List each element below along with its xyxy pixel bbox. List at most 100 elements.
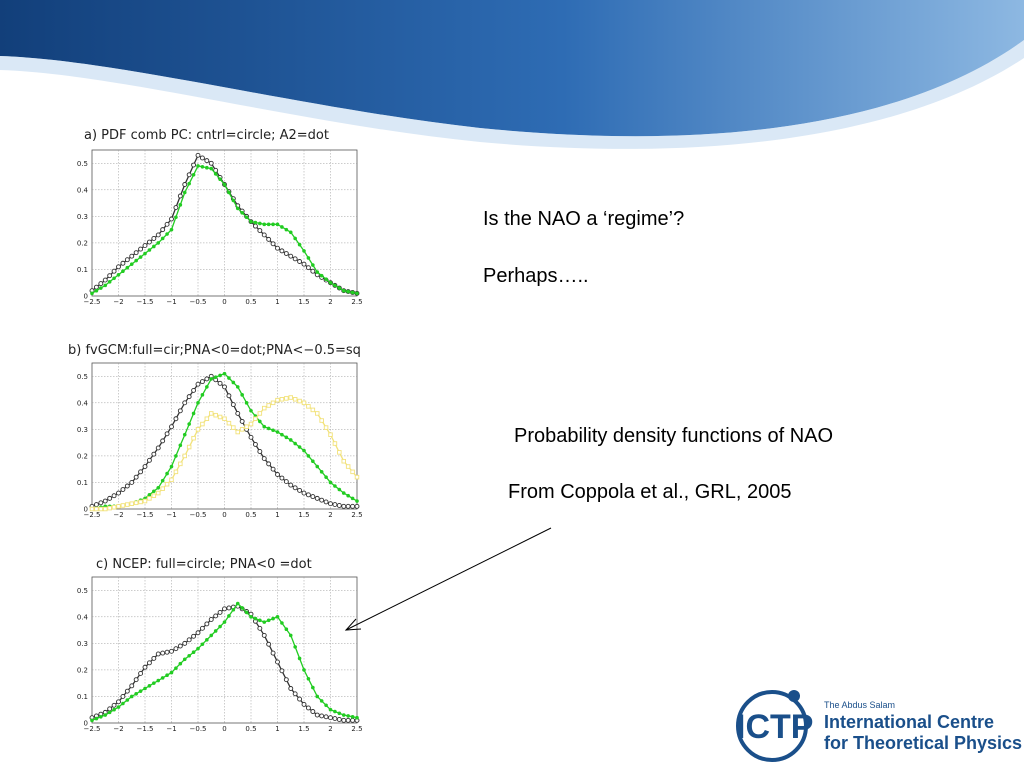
data-point <box>146 457 152 463</box>
data-point <box>102 498 108 504</box>
data-point <box>187 181 191 186</box>
data-point <box>333 484 337 488</box>
data-point <box>284 396 289 401</box>
data-point <box>93 284 99 290</box>
data-point <box>191 633 197 639</box>
data-point <box>284 627 289 632</box>
x-tick-label: 0 <box>222 511 226 519</box>
data-point <box>315 694 320 699</box>
data-point <box>355 715 359 720</box>
data-point <box>222 371 227 376</box>
data-point <box>217 414 223 420</box>
data-point <box>337 711 342 716</box>
data-point <box>89 506 95 512</box>
data-point <box>209 633 214 638</box>
data-point <box>133 677 139 683</box>
data-point <box>200 393 205 397</box>
data-point <box>293 441 297 446</box>
data-point <box>345 464 351 469</box>
data-point <box>302 668 306 672</box>
data-point <box>323 425 329 430</box>
data-point <box>253 416 258 421</box>
data-point <box>275 397 280 403</box>
data-point <box>204 158 210 164</box>
data-point <box>174 215 178 220</box>
data-point <box>319 418 324 423</box>
data-point <box>129 262 134 266</box>
data-point <box>297 696 303 702</box>
data-point <box>160 676 165 680</box>
data-point <box>173 646 179 652</box>
data-point <box>209 377 214 381</box>
data-point <box>324 703 328 708</box>
data-point <box>129 683 135 689</box>
x-tick-label: −1 <box>166 725 176 733</box>
x-tick-label: 0 <box>222 725 226 733</box>
data-point <box>213 375 218 379</box>
data-point <box>138 499 143 505</box>
data-point <box>306 676 311 681</box>
question-text: Is the NAO a ‘regime’? <box>483 208 685 230</box>
data-point <box>213 412 218 418</box>
data-point <box>346 289 350 294</box>
data-point <box>301 261 307 267</box>
data-point <box>120 260 126 266</box>
data-point <box>186 172 192 178</box>
data-point <box>178 461 183 467</box>
data-point <box>155 232 161 238</box>
data-point <box>305 705 311 711</box>
y-tick-label: 0.1 <box>77 479 88 487</box>
data-point <box>182 640 188 646</box>
data-point <box>196 401 200 405</box>
data-point <box>102 277 108 283</box>
data-point <box>355 291 359 296</box>
data-point <box>293 645 297 649</box>
data-point <box>328 715 333 721</box>
data-point <box>252 441 258 447</box>
x-tick-label: −0.5 <box>190 725 207 733</box>
x-tick-label: 0.5 <box>245 511 256 519</box>
data-point <box>187 653 191 658</box>
data-point <box>142 243 148 249</box>
data-point <box>301 400 307 406</box>
data-point <box>235 206 240 211</box>
data-point <box>93 502 99 508</box>
data-point <box>178 203 183 207</box>
data-point <box>186 444 192 450</box>
data-point <box>336 717 342 722</box>
x-tick-label: 2 <box>328 298 332 306</box>
data-point <box>270 650 276 656</box>
data-point <box>151 493 157 498</box>
data-point <box>266 641 272 647</box>
x-tick-label: 1.5 <box>298 511 309 519</box>
x-tick-label: 2 <box>328 511 332 519</box>
data-point <box>138 670 144 676</box>
data-point <box>199 625 205 631</box>
data-point <box>125 502 130 507</box>
data-point <box>332 502 338 508</box>
data-point <box>152 681 156 685</box>
x-tick-label: 2.5 <box>351 725 362 733</box>
data-point <box>315 270 320 274</box>
x-tick-label: 2 <box>328 725 332 733</box>
x-tick-label: −1.5 <box>137 725 154 733</box>
data-point <box>311 685 315 690</box>
data-point <box>160 227 166 233</box>
data-point <box>266 426 271 431</box>
data-point <box>266 222 271 227</box>
data-point <box>341 458 347 464</box>
pdf-chart-b: b) fvGCM:full=cir;PNA<0=dot;PNA<−0.5=sq … <box>68 343 363 519</box>
data-point <box>151 451 157 457</box>
data-point <box>209 166 214 171</box>
data-point <box>288 633 293 638</box>
data-point <box>120 694 126 699</box>
data-point <box>310 709 316 714</box>
data-point <box>138 255 143 259</box>
data-point <box>147 248 152 252</box>
data-point <box>258 419 262 424</box>
data-point <box>262 620 267 624</box>
data-point <box>199 379 205 385</box>
data-point <box>213 172 218 176</box>
data-point <box>160 236 165 241</box>
data-point <box>191 435 196 441</box>
